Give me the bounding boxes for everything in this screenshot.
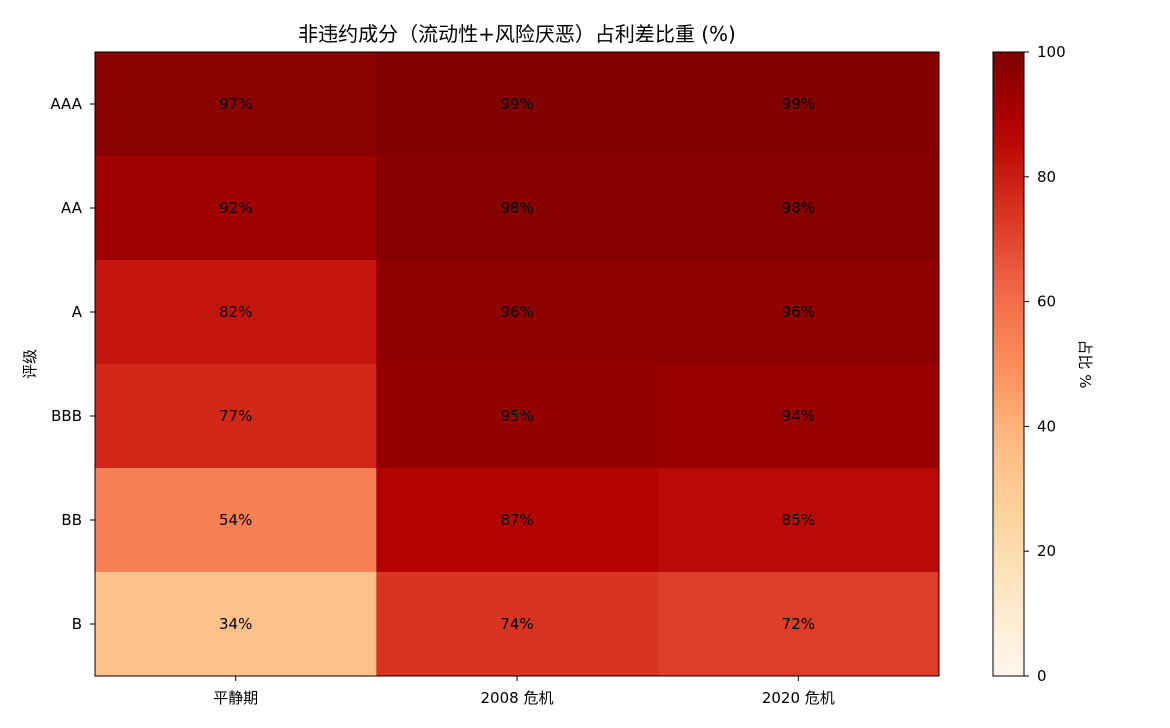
heatmap-cell — [95, 52, 377, 157]
heatmap-cell — [376, 364, 659, 469]
heatmap-cell — [95, 260, 377, 365]
heatmap-cell — [376, 260, 659, 365]
cell-value-label: 96% — [782, 303, 815, 321]
chart-title: 非违约成分（流动性+风险厌恶）占利差比重 (%) — [298, 22, 736, 46]
cell-value-label: 87% — [500, 511, 533, 529]
heatmap-cell — [657, 260, 940, 365]
heatmap-cell — [657, 156, 940, 261]
heatmap-cell — [657, 468, 940, 573]
cell-value-label: 98% — [782, 199, 815, 217]
cell-value-label: 95% — [500, 407, 533, 425]
colorbar-tick-label: 60 — [1037, 293, 1056, 311]
heatmap-cell — [376, 156, 659, 261]
y-tick-label: AAA — [50, 95, 82, 113]
colorbar-tick-label: 80 — [1037, 168, 1056, 186]
heatmap-cell — [95, 156, 377, 261]
cell-value-label: 34% — [219, 615, 252, 633]
cell-value-label: 94% — [782, 407, 815, 425]
heatmap-cell — [657, 572, 940, 677]
colorbar-tick-label: 40 — [1037, 417, 1056, 435]
heatmap-cell — [657, 364, 940, 469]
y-tick-label: AA — [61, 199, 83, 217]
cell-value-label: 74% — [500, 615, 533, 633]
y-tick-label: BBB — [51, 407, 82, 425]
x-axis-ticks: 平静期 2008 危机 2020 危机 — [213, 676, 835, 707]
x-tick-label: 平静期 — [213, 689, 258, 707]
colorbar-tick-label: 100 — [1037, 43, 1066, 61]
heatmap-cell-labels: 97% 99% 99% 92% 98% 98% 82% 96% 96% 77% 95% 94% 54% 8… — [219, 95, 815, 633]
x-tick-label: 2008 危机 — [481, 689, 554, 707]
cell-value-label: 77% — [219, 407, 252, 425]
cell-value-label: 99% — [782, 95, 815, 113]
colorbar-ticks: 0 20 40 60 80 100 — [1024, 43, 1066, 685]
y-tick-label: A — [72, 303, 83, 321]
heatmap-cell — [95, 468, 377, 573]
colorbar-tick-label: 20 — [1037, 542, 1056, 560]
heatmap-cell — [657, 52, 940, 157]
cell-value-label: 96% — [500, 303, 533, 321]
colorbar — [992, 51, 1025, 677]
heatmap-cells — [95, 52, 940, 677]
y-tick-label: B — [72, 615, 82, 633]
cell-value-label: 99% — [500, 95, 533, 113]
colorbar-label: 占比 % — [1076, 339, 1094, 388]
x-tick-label: 2020 危机 — [762, 689, 835, 707]
y-tick-label: BB — [61, 511, 82, 529]
cell-value-label: 72% — [782, 615, 815, 633]
heatmap-cell — [376, 52, 659, 157]
y-axis-label: 评级 — [21, 349, 39, 379]
cell-value-label: 98% — [500, 199, 533, 217]
heatmap-cell — [95, 364, 377, 469]
cell-value-label: 92% — [219, 199, 252, 217]
heatmap-cell — [376, 468, 659, 573]
cell-value-label: 54% — [219, 511, 252, 529]
heatmap-cell — [376, 572, 659, 677]
cell-value-label: 82% — [219, 303, 252, 321]
colorbar-tick-label: 0 — [1037, 667, 1047, 685]
cell-value-label: 97% — [219, 95, 252, 113]
cell-value-label: 85% — [782, 511, 815, 529]
heatmap-cell — [95, 572, 377, 677]
